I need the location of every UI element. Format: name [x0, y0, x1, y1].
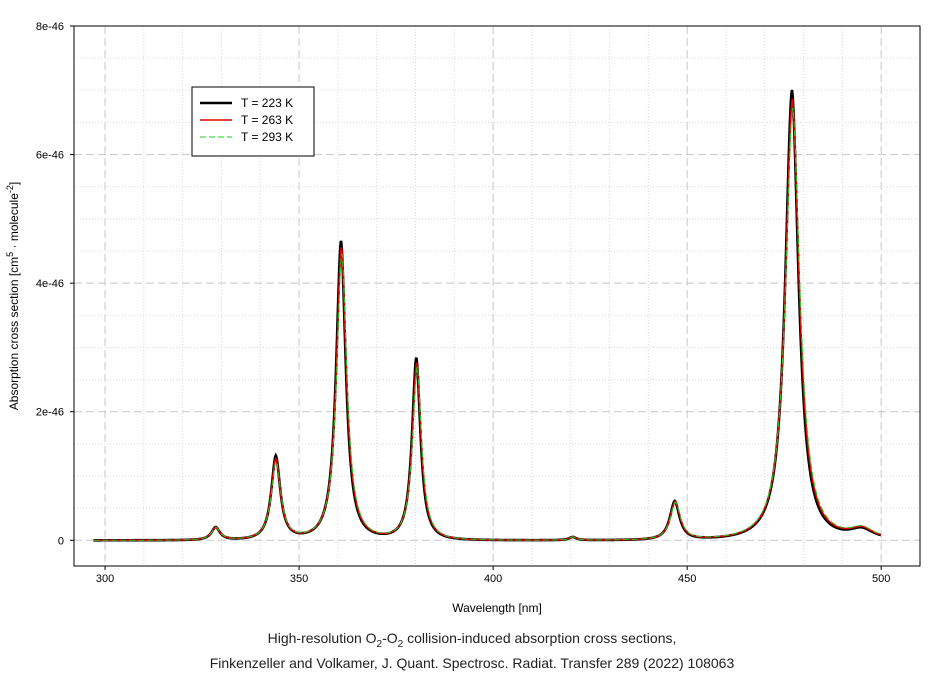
y-axis-label-text: Absorption cross section [cm	[7, 257, 21, 410]
y-tick-label: 0	[58, 535, 64, 547]
legend-entry-label: T = 263 K	[241, 113, 293, 127]
y-axis-label: Absorption cross section [cm5 · molecule…	[5, 182, 21, 410]
series-line-2	[93, 98, 882, 542]
y-axis-label-superscript: -2	[5, 185, 15, 193]
x-tick-label: 400	[484, 573, 502, 585]
legend-entry-label: T = 223 K	[241, 96, 293, 110]
x-tick-label: 300	[96, 573, 114, 585]
x-tick-label: 350	[290, 573, 308, 585]
series-line-3	[93, 107, 881, 541]
y-tick-label: 4e-46	[36, 278, 64, 290]
caption-line-1: High-resolution O2-O2 collision-induced …	[0, 630, 944, 650]
y-tick-label: 6e-46	[36, 150, 64, 162]
x-axis: 300 350 400 450 500	[96, 566, 890, 585]
series-line-1	[93, 89, 882, 542]
series-group	[93, 89, 882, 542]
caption-text: -O	[382, 630, 398, 646]
plot-frame	[73, 25, 921, 567]
x-tick-label: 500	[872, 573, 890, 585]
caption-text: High-resolution O	[267, 630, 377, 646]
y-axis: 0 2e-46 4e-46 6e-46 8e-46	[36, 21, 74, 547]
x-axis-label: Wavelength [nm]	[452, 601, 542, 615]
caption-text: collision-induced absorption cross secti…	[403, 630, 677, 646]
caption-subscript: 2	[397, 638, 404, 650]
y-axis-label-text: · molecule	[7, 193, 21, 252]
x-tick-label: 450	[678, 573, 696, 585]
y-axis-label-text: ]	[7, 182, 21, 185]
y-tick-label: 2e-46	[36, 407, 64, 419]
legend-box	[191, 86, 315, 157]
legend: T = 223 K T = 263 K T = 293 K	[191, 86, 315, 157]
y-tick-label: 8e-46	[36, 21, 64, 33]
y-axis-label-superscript: 5	[5, 252, 15, 257]
caption-line-2: Finkenzeller and Volkamer, J. Quant. Spe…	[209, 655, 735, 671]
legend-entry-label: T = 293 K	[241, 130, 293, 144]
caption-subscript: 2	[376, 638, 383, 650]
